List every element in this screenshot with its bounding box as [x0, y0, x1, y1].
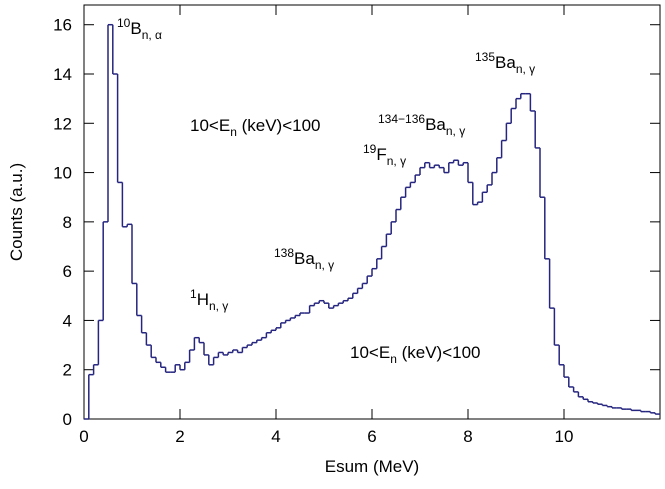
y-tick-label: 10	[53, 164, 72, 183]
annotation-sub: n, γ	[387, 154, 406, 168]
y-axis-title: Counts (a.u.)	[7, 163, 26, 261]
annotation-text: 10<E	[350, 343, 390, 362]
annotation-sub: n, γ	[209, 299, 228, 313]
annotation: 10Bn, α	[117, 16, 162, 42]
annotation: 135Ban, γ	[475, 50, 535, 76]
y-tick-label: 2	[63, 361, 72, 380]
annotation: 1Hn, γ	[190, 287, 228, 313]
annotation: 10<En (keV)<100	[350, 343, 481, 366]
y-tick-label: 8	[63, 213, 72, 232]
annotation-text: H	[197, 290, 209, 309]
annotation-sub: n, α	[142, 28, 162, 42]
x-axis-title: Esum (MeV)	[325, 457, 419, 476]
y-tick-label: 12	[53, 114, 72, 133]
annotation: 10<En (keV)<100	[190, 116, 321, 139]
step-connectors	[88, 24, 656, 419]
annotation-text: Ba	[294, 249, 315, 268]
annotation: 19Fn, γ	[363, 142, 406, 168]
annotation-sup: 138	[274, 246, 294, 260]
y-tick-label: 0	[63, 410, 72, 429]
annotation-sub: n, γ	[516, 62, 535, 76]
annotation-sub: n	[390, 352, 397, 366]
annotation: 134−136Ban, γ	[378, 112, 465, 138]
y-tick-label: 4	[63, 311, 72, 330]
x-tick-label: 0	[79, 427, 88, 446]
x-tick-label: 10	[555, 427, 574, 446]
annotation-text: F	[376, 145, 386, 164]
annotation: 138Ban, γ	[274, 246, 334, 272]
annotation-sup: 134−136	[378, 112, 425, 126]
annotation-sup: 19	[363, 142, 377, 156]
annotation-text: B	[130, 19, 141, 38]
y-tick-label: 6	[63, 262, 72, 281]
x-tick-label: 2	[175, 427, 184, 446]
annotation-tail: (keV)<100	[237, 116, 321, 135]
annotation-sub: n, γ	[446, 124, 465, 138]
annotation-sup: 10	[117, 16, 131, 30]
annotation-sup: 1	[190, 287, 197, 301]
annotation-sub: n, γ	[315, 258, 334, 272]
annotation-sup: 135	[475, 50, 495, 64]
annotation-text: 10<E	[190, 116, 230, 135]
y-tick-label: 16	[53, 16, 72, 35]
x-tick-label: 6	[367, 427, 376, 446]
x-tick-label: 8	[463, 427, 472, 446]
annotation-text: Ba	[425, 115, 446, 134]
annotation-tail: (keV)<100	[397, 343, 481, 362]
annotation-sub: n	[230, 125, 237, 139]
y-tick-label: 14	[53, 65, 72, 84]
x-tick-label: 4	[271, 427, 280, 446]
annotation-text: Ba	[495, 53, 516, 72]
